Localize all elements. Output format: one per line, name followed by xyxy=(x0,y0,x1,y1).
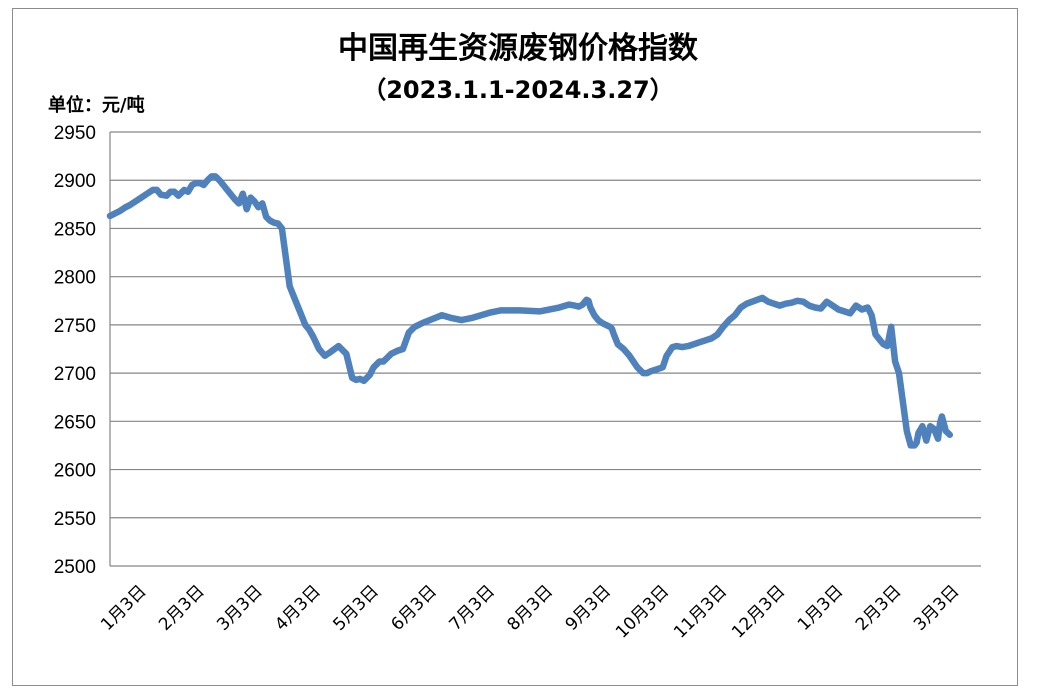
chart-frame xyxy=(12,8,1018,686)
y-tick-label: 2700 xyxy=(54,364,96,385)
tick-layer: 2950 2900 2850 2800 2750 2700 2650 2600 2550 2500… xyxy=(54,123,964,643)
y-tick-label: 2500 xyxy=(54,557,96,578)
x-tick-label: 1月3日 xyxy=(97,581,150,634)
y-tick-label: 2750 xyxy=(54,316,96,337)
x-tick-label: 2月3日 xyxy=(155,581,208,634)
chart-subtitle: （2023.1.1-2024.3.27） xyxy=(362,76,674,104)
x-tick-label: 3月3日 xyxy=(910,581,963,634)
y-tick-label: 2900 xyxy=(54,171,96,192)
y-tick-label: 2800 xyxy=(54,268,96,289)
x-tick-label: 12月3日 xyxy=(728,581,789,642)
x-tick-label: 4月3日 xyxy=(271,581,324,634)
x-tick-label: 6月3日 xyxy=(387,581,440,634)
x-tick-label: 1月3日 xyxy=(794,581,847,634)
y-tick-label: 2650 xyxy=(54,412,96,433)
x-tick-label: 9月3日 xyxy=(562,581,615,634)
grid-layer xyxy=(110,131,981,519)
y-tick-label: 2850 xyxy=(54,219,96,240)
x-tick-label: 8月3日 xyxy=(504,581,557,634)
series-line xyxy=(106,173,954,449)
x-tick-label: 11月3日 xyxy=(670,581,731,642)
x-tick-label: 7月3日 xyxy=(445,581,498,634)
x-tick-label: 3月3日 xyxy=(213,581,266,634)
axis-layer xyxy=(109,132,981,567)
unit-label: 单位：元/吨 xyxy=(48,94,145,116)
x-tick-label: 10月3日 xyxy=(612,581,673,642)
series-layer xyxy=(106,173,954,449)
y-tick-label: 2550 xyxy=(54,509,96,530)
x-tick-label: 2月3日 xyxy=(852,581,905,634)
y-tick-label: 2600 xyxy=(54,461,96,482)
y-tick-label: 2950 xyxy=(54,123,96,144)
chart-title: 中国再生资源废钢价格指数 xyxy=(338,31,699,66)
x-tick-label: 5月3日 xyxy=(329,581,382,634)
